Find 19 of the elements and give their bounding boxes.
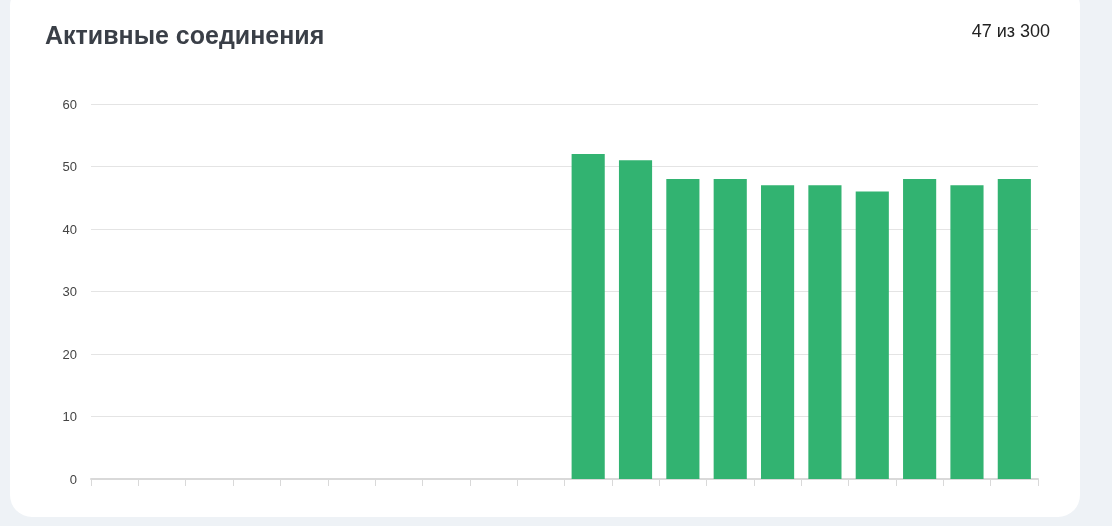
bar [855,191,889,479]
bar [713,179,747,479]
bar [571,154,605,479]
y-tick-label: 20 [62,346,77,362]
y-tick-label: 50 [62,159,77,174]
bar [997,179,1031,479]
chart-title: Активные соединения [45,20,325,49]
bar [903,179,937,479]
text: 47 из 300 [971,21,1051,41]
bar [950,185,984,479]
bar [618,160,653,479]
y-tick-label: 30 [62,284,77,299]
y-tick-label: 0 [69,471,77,487]
bar [666,179,700,479]
y-tick-label: 40 [62,221,77,237]
bar [808,185,842,479]
y-tick-label: 10 [62,409,77,424]
bar [761,185,795,479]
y-tick-label: 60 [62,96,77,112]
